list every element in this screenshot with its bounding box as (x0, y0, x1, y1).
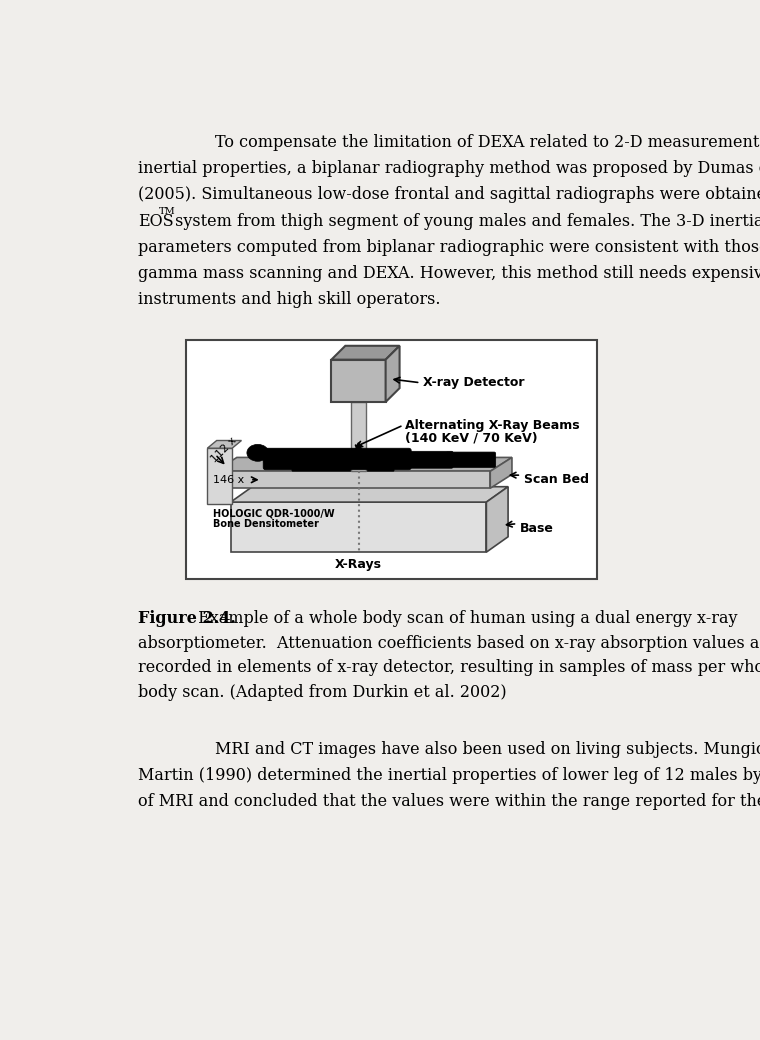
Text: 146 x: 146 x (213, 475, 244, 485)
Bar (186, 340, 597, 579)
Text: parameters computed from biplanar radiographic were consistent with those of: parameters computed from biplanar radiog… (138, 239, 760, 256)
FancyBboxPatch shape (263, 448, 411, 470)
Text: recorded in elements of x-ray detector, resulting in samples of mass per whole: recorded in elements of x-ray detector, … (138, 659, 760, 676)
Text: Martin (1990) determined the inertial properties of lower leg of 12 males by mea: Martin (1990) determined the inertial pr… (138, 766, 760, 784)
Polygon shape (490, 458, 512, 488)
Text: absorptiometer.  Attenuation coefficients based on x-ray absorption values are: absorptiometer. Attenuation coefficients… (138, 634, 760, 651)
Text: system from thigh segment of young males and females. The 3-D inertial: system from thigh segment of young males… (170, 212, 760, 230)
Text: X-Rays: X-Rays (335, 557, 382, 571)
Ellipse shape (247, 444, 268, 462)
Polygon shape (207, 441, 242, 448)
Text: X-ray Detector: X-ray Detector (423, 375, 524, 389)
FancyBboxPatch shape (264, 449, 360, 463)
FancyBboxPatch shape (446, 452, 496, 467)
Polygon shape (331, 345, 400, 360)
Text: To compensate the limitation of DEXA related to 2-D measurements of: To compensate the limitation of DEXA rel… (215, 134, 760, 151)
Text: MRI and CT images have also been used on living subjects. Mungiole and: MRI and CT images have also been used on… (215, 740, 760, 758)
Bar (215, 471, 490, 488)
Bar (207, 448, 232, 503)
Text: Scan Bed: Scan Bed (524, 473, 588, 486)
FancyBboxPatch shape (400, 451, 453, 468)
Text: Figure 2.4.: Figure 2.4. (138, 609, 236, 627)
Bar (351, 402, 366, 471)
Text: TM: TM (159, 207, 176, 216)
Text: Alternating X-Ray Beams: Alternating X-Ray Beams (405, 419, 580, 432)
Text: body scan. (Adapted from Durkin et al. 2002): body scan. (Adapted from Durkin et al. 2… (138, 684, 506, 701)
Text: instruments and high skill operators.: instruments and high skill operators. (138, 291, 440, 308)
FancyBboxPatch shape (292, 462, 394, 471)
Polygon shape (230, 487, 508, 502)
Text: (2005). Simultaneous low-dose frontal and sagittal radiographs were obtained wit: (2005). Simultaneous low-dose frontal an… (138, 186, 760, 204)
Text: inertial properties, a biplanar radiography method was proposed by Dumas et al.,: inertial properties, a biplanar radiogra… (138, 160, 760, 177)
Text: 112 x: 112 x (210, 435, 239, 464)
Bar (230, 502, 486, 552)
Polygon shape (215, 458, 512, 471)
Text: Example of a whole body scan of human using a dual energy x-ray: Example of a whole body scan of human us… (194, 609, 738, 627)
Text: HOLOGIC QDR-1000/W: HOLOGIC QDR-1000/W (213, 509, 334, 518)
Text: (140 KeV / 70 KeV): (140 KeV / 70 KeV) (405, 432, 537, 444)
Text: EOS: EOS (138, 212, 173, 230)
Text: gamma mass scanning and DEXA. However, this method still needs expensive: gamma mass scanning and DEXA. However, t… (138, 265, 760, 282)
Text: Bone Densitometer: Bone Densitometer (213, 519, 318, 529)
Text: Base: Base (520, 522, 553, 536)
Bar (331, 360, 385, 402)
Text: of MRI and concluded that the values were within the range reported for the: of MRI and concluded that the values wer… (138, 794, 760, 810)
Polygon shape (486, 487, 508, 552)
Polygon shape (385, 345, 400, 402)
